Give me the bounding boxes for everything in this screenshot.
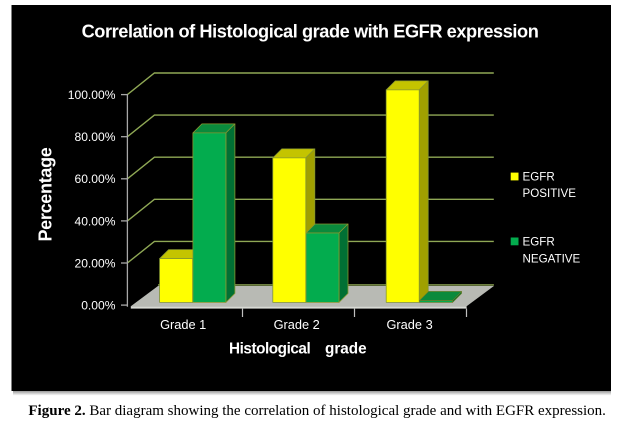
svg-text:Grade 3: Grade 3: [386, 317, 432, 332]
svg-text:Percentage: Percentage: [36, 147, 56, 241]
svg-text:40.00%: 40.00%: [74, 214, 115, 228]
svg-text:20.00%: 20.00%: [74, 256, 115, 270]
svg-text:POSITIVE: POSITIVE: [523, 187, 577, 200]
svg-text:EGFR: EGFR: [523, 170, 555, 183]
svg-text:EGFR: EGFR: [523, 235, 555, 248]
svg-text:NEGATIVE: NEGATIVE: [523, 252, 581, 265]
svg-text:80.00%: 80.00%: [74, 130, 115, 144]
svg-text:100.00%: 100.00%: [68, 88, 116, 102]
svg-text:60.00%: 60.00%: [74, 172, 115, 186]
svg-text:0.00%: 0.00%: [81, 299, 116, 313]
svg-text:grade: grade: [325, 340, 367, 357]
svg-text:Histological: Histological: [229, 340, 310, 357]
svg-text:Grade 1: Grade 1: [160, 317, 206, 332]
svg-text:Figure 2. Bar diagram showing: Figure 2. Bar diagram showing the correl…: [28, 403, 606, 419]
svg-text:Grade 2: Grade 2: [274, 317, 320, 332]
svg-text:Correlation of Histological gr: Correlation of Histological grade with E…: [82, 22, 539, 42]
